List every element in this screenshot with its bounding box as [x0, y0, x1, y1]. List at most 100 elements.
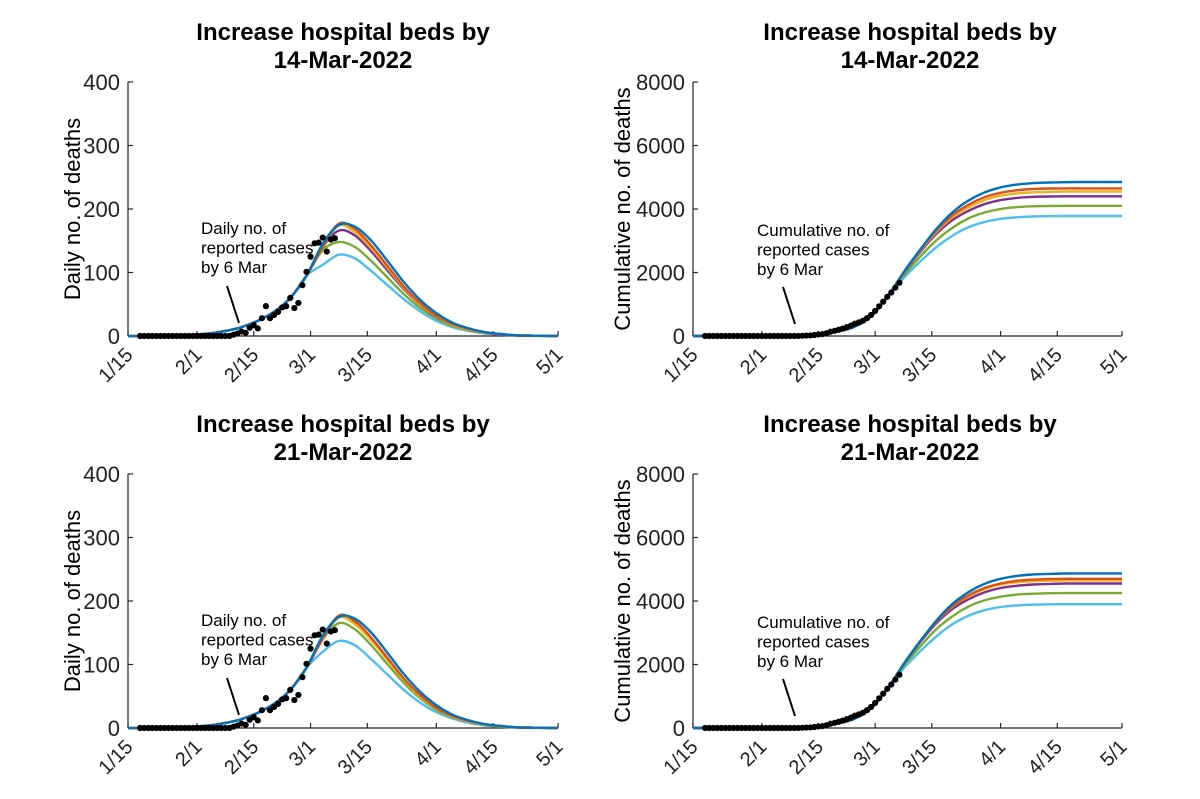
chart-title: 21-Mar-2022 [274, 439, 413, 466]
reported-data-point [295, 691, 302, 699]
x-tick-label: 1/15 [94, 736, 137, 779]
reported-data-point [299, 282, 306, 289]
series-line-5 [127, 621, 558, 730]
reported-data-point [872, 307, 879, 315]
reported-data-point [331, 235, 338, 242]
reported-data-point [867, 703, 875, 711]
annotation-text: by 6 Mar [757, 260, 823, 279]
annotation-text: reported cases [757, 241, 869, 260]
reported-data-point [274, 700, 282, 707]
reported-data-point [867, 311, 875, 319]
reported-data-point [258, 707, 265, 714]
annotation-text: by 6 Mar [201, 650, 267, 669]
series-line-6 [127, 639, 558, 730]
annotation-text: Daily no. of [201, 611, 286, 630]
y-tick-label: 6000 [636, 134, 685, 159]
reported-data-point [307, 645, 314, 652]
y-tick-label: 0 [673, 324, 685, 349]
x-tick-label: 4/1 [975, 344, 1010, 379]
series-line-2 [127, 221, 558, 338]
y-tick-label: 8000 [636, 462, 685, 487]
x-tick-label: 3/15 [334, 344, 377, 387]
reported-data-point [876, 695, 883, 702]
reported-data-point [896, 671, 903, 678]
x-tick-label: 4/1 [411, 736, 446, 771]
y-tick-label: 4000 [636, 197, 685, 222]
x-tick-label: 1/15 [94, 344, 137, 387]
annotation-text: by 6 Mar [201, 258, 267, 277]
reported-data-point [262, 303, 270, 310]
y-tick-label: 200 [83, 589, 120, 614]
y-axis-label: Cumulative no. of deaths [610, 479, 635, 722]
chart-title: 14-Mar-2022 [274, 47, 413, 74]
reported-data-point [315, 631, 322, 638]
x-tick-label: 2/15 [220, 344, 263, 387]
reported-data-point [291, 696, 298, 704]
x-tick-label: 3/1 [285, 736, 320, 771]
y-tick-label: 400 [83, 462, 120, 487]
reported-data-point [884, 685, 891, 692]
series-line-1 [127, 222, 558, 338]
y-tick-label: 400 [83, 70, 120, 95]
x-tick-label: 4/15 [460, 344, 503, 387]
x-tick-label: 5/1 [1096, 344, 1131, 379]
y-tick-label: 100 [83, 653, 120, 678]
reported-data-point [307, 253, 314, 260]
y-tick-label: 0 [108, 716, 120, 741]
reported-data-point [888, 681, 895, 688]
reported-data-point [323, 640, 330, 647]
reported-data-point [242, 329, 249, 336]
reported-data-point [242, 721, 249, 728]
reported-data-point [303, 268, 310, 275]
annotation-text: Cumulative no. of [757, 613, 890, 632]
reported-data-point [892, 284, 899, 291]
x-tick-label: 4/15 [460, 736, 503, 779]
x-tick-label: 2/15 [785, 344, 828, 387]
x-tick-label: 2/15 [220, 736, 263, 779]
chart-title: 21-Mar-2022 [841, 439, 980, 466]
y-tick-label: 300 [83, 134, 120, 159]
reported-data-point [315, 239, 322, 246]
series-line-4 [127, 228, 558, 338]
x-tick-label: 2/1 [171, 344, 206, 379]
reported-data-point [287, 294, 294, 301]
x-tick-label: 5/1 [532, 736, 567, 771]
x-tick-label: 3/1 [285, 344, 320, 379]
chart-title: Increase hospital beds by [763, 19, 1057, 46]
reported-data-point [295, 299, 302, 307]
x-tick-label: 3/15 [898, 344, 941, 387]
reported-data-point [262, 695, 270, 702]
reported-data-point [274, 308, 282, 315]
reported-data-point [283, 695, 290, 702]
y-tick-label: 0 [108, 324, 120, 349]
reported-data-point [303, 660, 310, 667]
annotation-text: Cumulative no. of [757, 221, 890, 240]
reported-data-point [299, 674, 306, 681]
annotation-text: by 6 Mar [757, 652, 823, 671]
annotation-pointer [782, 286, 796, 325]
chart-title: Increase hospital beds by [196, 19, 490, 46]
reported-data-point [872, 699, 879, 707]
x-tick-label: 3/1 [849, 344, 884, 379]
x-tick-label: 2/15 [785, 736, 828, 779]
y-tick-label: 100 [83, 261, 120, 286]
x-tick-label: 1/15 [659, 736, 702, 779]
x-tick-label: 2/1 [171, 736, 206, 771]
y-tick-label: 300 [83, 526, 120, 551]
reported-data-point [888, 289, 895, 296]
reported-data-point [884, 293, 891, 300]
chart-title: 14-Mar-2022 [841, 47, 980, 74]
x-tick-label: 5/1 [1096, 736, 1131, 771]
series-line-5 [127, 240, 558, 338]
reported-data-point [254, 325, 261, 332]
x-tick-label: 3/15 [898, 736, 941, 779]
reported-data-point [892, 676, 899, 683]
annotation-pointer [782, 678, 796, 717]
x-tick-label: 4/15 [1024, 736, 1067, 779]
y-tick-label: 0 [673, 716, 685, 741]
y-tick-label: 6000 [636, 526, 685, 551]
series-line-3 [127, 615, 558, 730]
